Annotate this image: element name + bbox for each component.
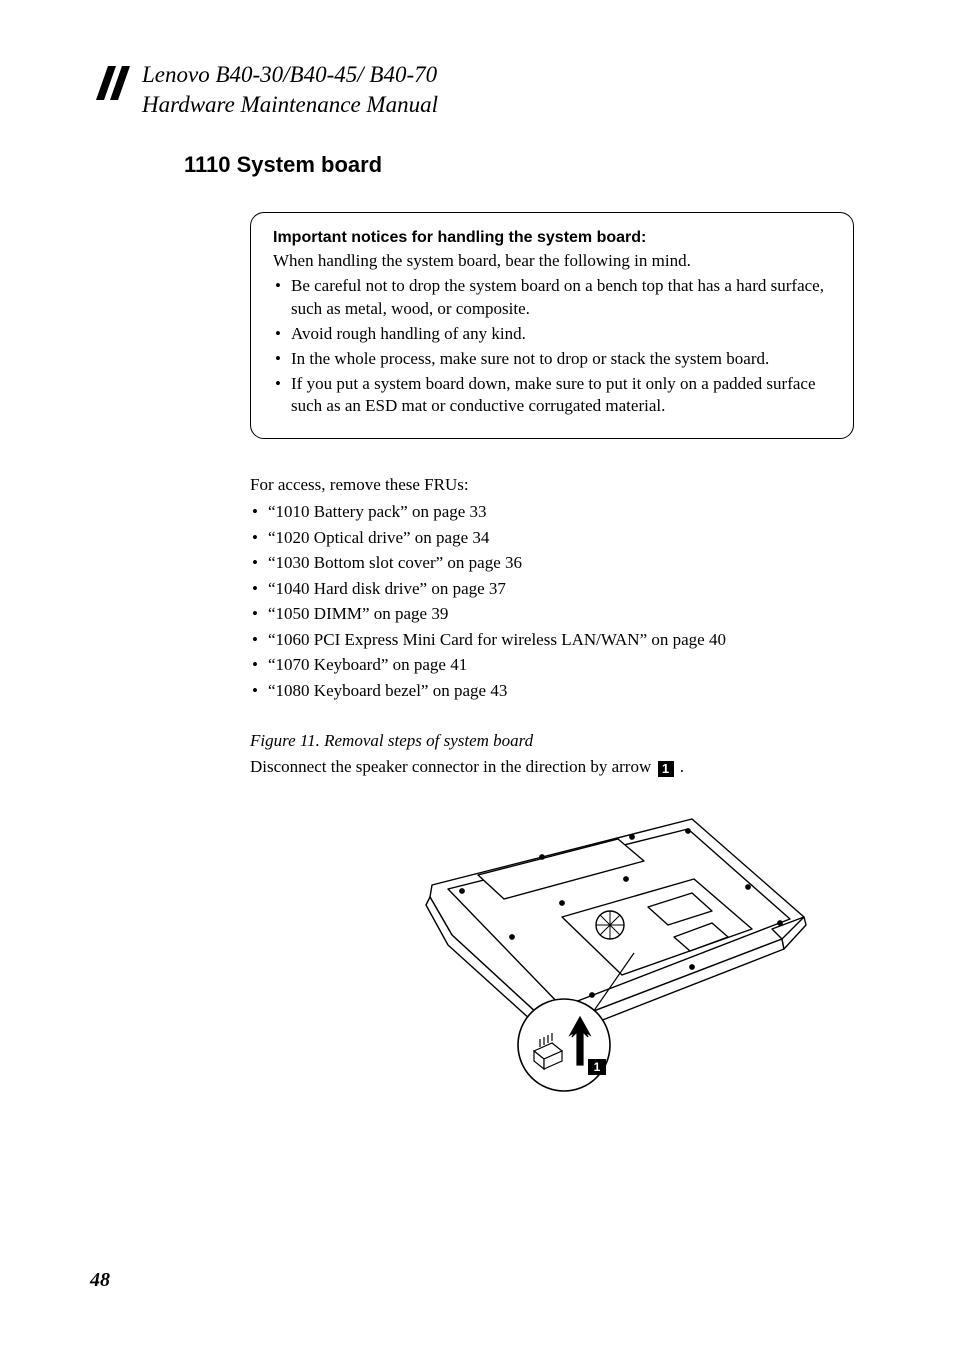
fru-item: “1050 DIMM” on page 39 — [250, 601, 854, 627]
page: Lenovo B40-30/B40-45/ B40-70 Hardware Ma… — [0, 0, 954, 1147]
step-badge: 1 — [658, 761, 674, 777]
header-title: Lenovo B40-30/B40-45/ B40-70 Hardware Ma… — [142, 60, 438, 120]
notice-item: If you put a system board down, make sur… — [273, 373, 831, 419]
notice-item: Be careful not to drop the system board … — [273, 275, 831, 321]
notice-item: Avoid rough handling of any kind. — [273, 323, 831, 346]
fru-item: “1080 Keyboard bezel” on page 43 — [250, 678, 854, 704]
figure-caption: Figure 11. Removal steps of system board — [250, 731, 854, 751]
body-block: For access, remove these FRUs: “1010 Bat… — [250, 475, 854, 1097]
figure-instruction: Disconnect the speaker connector in the … — [250, 757, 854, 777]
product-line: Lenovo B40-30/B40-45/ B40-70 — [142, 60, 438, 90]
figure-area: 1 — [350, 807, 854, 1097]
callout-label: 1 — [594, 1060, 601, 1074]
fru-item: “1040 Hard disk drive” on page 37 — [250, 576, 854, 602]
system-board-diagram: 1 — [392, 807, 812, 1097]
page-number: 48 — [90, 1269, 110, 1292]
notice-intro: When handling the system board, bear the… — [273, 251, 831, 271]
fru-item: “1070 Keyboard” on page 41 — [250, 652, 854, 678]
fru-item: “1020 Optical drive” on page 34 — [250, 525, 854, 551]
fru-item: “1030 Bottom slot cover” on page 36 — [250, 550, 854, 576]
access-intro: For access, remove these FRUs: — [250, 475, 854, 495]
instruction-before: Disconnect the speaker connector in the … — [250, 757, 656, 776]
fru-item: “1060 PCI Express Mini Card for wireless… — [250, 627, 854, 653]
instruction-after: . — [676, 757, 685, 776]
fru-item: “1010 Battery pack” on page 33 — [250, 499, 854, 525]
notice-title: Important notices for handling the syste… — [273, 229, 831, 247]
notice-item: In the whole process, make sure not to d… — [273, 348, 831, 371]
double-slash-icon — [90, 62, 132, 104]
page-header: Lenovo B40-30/B40-45/ B40-70 Hardware Ma… — [90, 60, 864, 120]
notice-box: Important notices for handling the syste… — [250, 212, 854, 440]
section-heading: 1110 System board — [184, 152, 864, 178]
manual-title: Hardware Maintenance Manual — [142, 90, 438, 120]
fru-list: “1010 Battery pack” on page 33 “1020 Opt… — [250, 499, 854, 703]
notice-list: Be careful not to drop the system board … — [273, 275, 831, 419]
